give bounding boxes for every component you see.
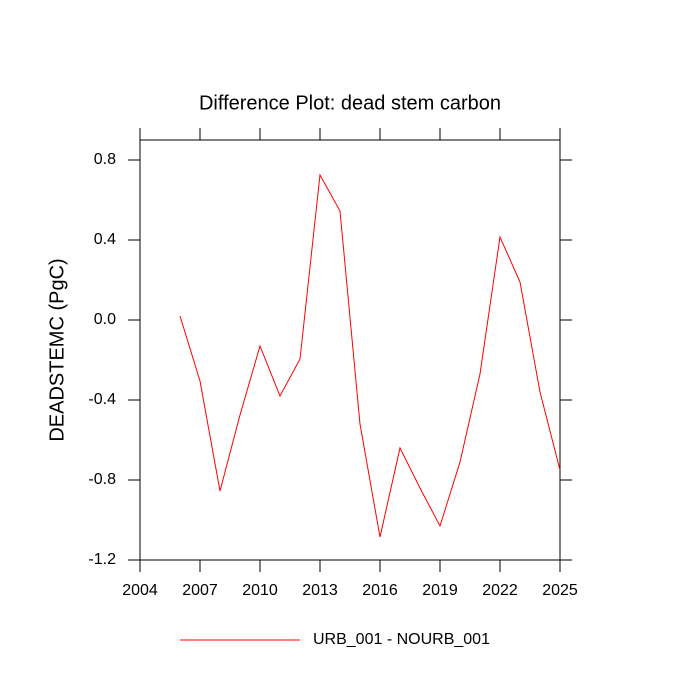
- legend-label: URB_001 - NOURB_001: [313, 631, 490, 648]
- x-tick-label: 2019: [422, 582, 458, 599]
- y-tick-label: -0.4: [88, 391, 116, 408]
- chart-title: Difference Plot: dead stem carbon: [199, 92, 501, 114]
- y-axis-label: DEADSTEMC (PgC): [46, 258, 68, 441]
- data-line: [179, 173, 561, 538]
- x-tick-label: 2004: [122, 582, 158, 599]
- x-tick-label: 2016: [362, 582, 398, 599]
- x-tick-label: 2007: [182, 582, 218, 599]
- x-tick-label: 2013: [302, 582, 338, 599]
- y-tick-label: 0.0: [94, 311, 116, 328]
- y-tick-label: -0.8: [88, 471, 116, 488]
- x-tick-label: 2025: [542, 582, 578, 599]
- y-tick-label: 0.4: [94, 231, 116, 248]
- plot-frame: [139, 139, 561, 561]
- y-tick-label: 0.8: [94, 151, 116, 168]
- y-tick-label: -1.2: [88, 551, 116, 568]
- x-tick-label: 2022: [482, 582, 518, 599]
- x-tick-label: 2010: [242, 582, 278, 599]
